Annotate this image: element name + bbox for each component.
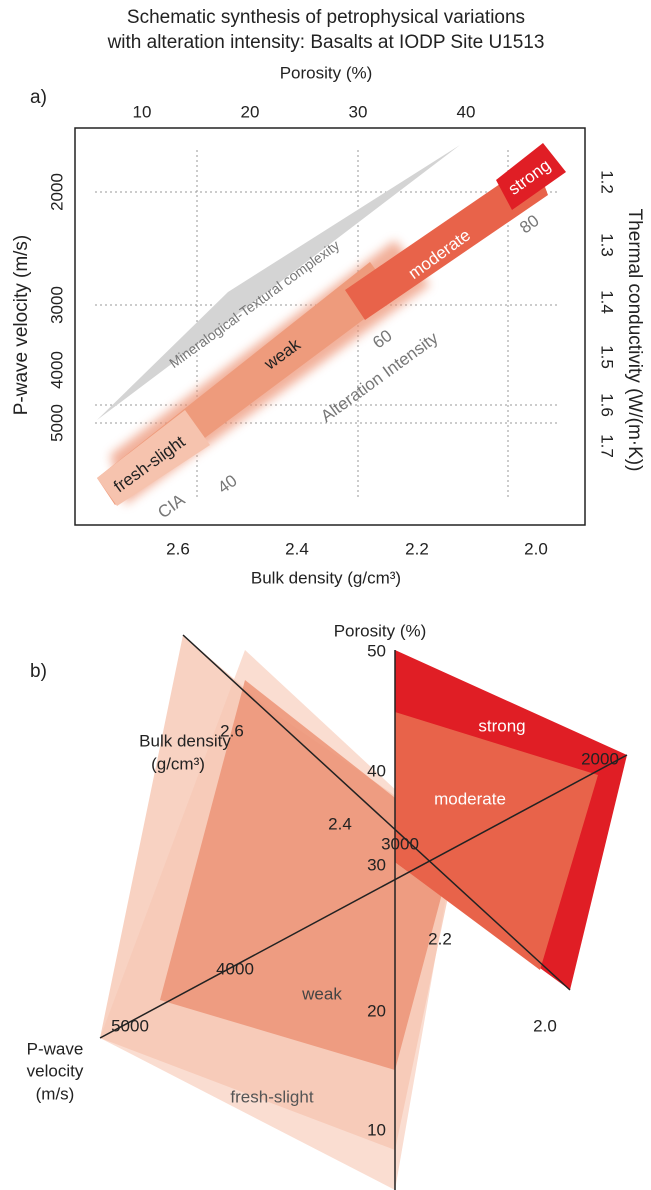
tick-label: 50 bbox=[367, 641, 386, 660]
tick-label: 10 bbox=[133, 102, 152, 121]
fresh-band bbox=[97, 410, 210, 506]
moderate-zone bbox=[395, 712, 598, 970]
cia-tick: 80 bbox=[516, 211, 542, 237]
axis-title: velocity bbox=[27, 1061, 84, 1080]
panel-label: a) bbox=[30, 87, 47, 108]
tick-label: 3000 bbox=[47, 286, 66, 324]
cia-label: CIA bbox=[154, 490, 189, 522]
tick-label: 1.7 bbox=[598, 434, 617, 458]
tick-label: 2.0 bbox=[524, 539, 548, 558]
title-line: Schematic synthesis of petrophysical var… bbox=[127, 7, 525, 28]
tick-label: 2000 bbox=[581, 749, 619, 768]
axis-title: Thermal conductivity (W/(m·K)) bbox=[624, 209, 645, 472]
cia-tick: 40 bbox=[214, 471, 240, 497]
axis-title: Porosity (%) bbox=[334, 621, 427, 640]
tick-label: 10 bbox=[367, 1120, 386, 1139]
tick-label: 1.2 bbox=[598, 170, 617, 194]
tick-label: 5000 bbox=[111, 1016, 149, 1035]
tick-label: 2000 bbox=[47, 173, 66, 211]
tick-label: 20 bbox=[367, 1001, 386, 1020]
cia-tick: 60 bbox=[369, 326, 395, 352]
tick-label: 2.4 bbox=[285, 539, 309, 558]
axis-title: Bulk density bbox=[139, 731, 231, 750]
complexity-band bbox=[97, 145, 460, 420]
velocity-axis bbox=[99, 754, 628, 1039]
tick-label: 1.3 bbox=[598, 233, 617, 257]
zone-label: fresh-slight bbox=[230, 1087, 313, 1106]
tick-label: 4000 bbox=[216, 959, 254, 978]
tick-label: 2.6 bbox=[220, 721, 244, 740]
tick-label: 1.5 bbox=[598, 345, 617, 369]
strong-band bbox=[496, 143, 566, 210]
axis-title: P-wave bbox=[27, 1039, 84, 1058]
moderate-band bbox=[345, 160, 548, 320]
tick-label: 3000 bbox=[381, 834, 419, 853]
axis-title: P-wave velocity (m/s) bbox=[11, 235, 32, 416]
tick-label: 2.6 bbox=[166, 539, 190, 558]
frame bbox=[74, 127, 586, 526]
panel-label: b) bbox=[30, 661, 47, 682]
zone-label: weak bbox=[301, 984, 342, 1003]
axis-title: (g/cm³) bbox=[151, 754, 205, 773]
tick-label: 1.4 bbox=[598, 290, 617, 314]
tick-label: 20 bbox=[241, 102, 260, 121]
title-line: with alteration intensity: Basalts at IO… bbox=[107, 32, 545, 53]
density-axis bbox=[182, 634, 571, 991]
axis-title: (m/s) bbox=[36, 1084, 75, 1103]
tick-label: 4000 bbox=[47, 351, 66, 389]
zone-label: moderate bbox=[434, 789, 506, 808]
tick-label: 2.2 bbox=[405, 539, 429, 558]
tick-label: 2.4 bbox=[328, 814, 352, 833]
tick-label: 5000 bbox=[47, 404, 66, 442]
tick-label: 2.0 bbox=[533, 1016, 557, 1035]
axis-title: Bulk density (g/cm³) bbox=[251, 568, 401, 587]
tick-label: 40 bbox=[367, 761, 386, 780]
tick-label: 30 bbox=[349, 102, 368, 121]
tick-label: 2.2 bbox=[428, 929, 452, 948]
axis-title: Porosity (%) bbox=[280, 63, 373, 82]
weak-zone bbox=[160, 680, 455, 1070]
tick-label: 40 bbox=[457, 102, 476, 121]
tick-label: 30 bbox=[367, 855, 386, 874]
tick-label: 1.6 bbox=[598, 393, 617, 417]
zone-label: strong bbox=[478, 716, 525, 735]
